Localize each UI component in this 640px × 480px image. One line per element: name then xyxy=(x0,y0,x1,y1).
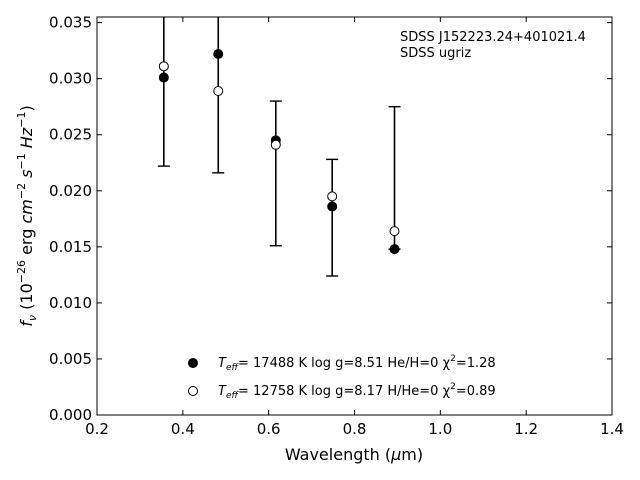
y-tick-label: 0.030 xyxy=(49,70,92,88)
point-filled xyxy=(158,72,169,83)
point-open xyxy=(158,61,169,72)
x-tick-label: 0.8 xyxy=(343,420,367,438)
point-open xyxy=(213,85,224,96)
point-open xyxy=(270,139,281,150)
x-axis-label: Wavelength (μm) xyxy=(285,445,423,464)
x-axis-ticks: 0.2 0.4 0.6 0.8 1.0 1.2 1.4 xyxy=(85,17,624,438)
y-tick-label: 0.015 xyxy=(49,238,92,256)
object-name-annotation: SDSS J152223.24+401021.4 xyxy=(400,30,586,45)
x-tick-label: 1.4 xyxy=(600,420,624,438)
y-axis-label: fν (10−26 erg cm−2 s−1 Hz−1) xyxy=(15,105,39,326)
y-axis-ticks: 0.000 0.005 0.010 0.015 0.020 0.025 0.030 0.035 xyxy=(49,14,612,424)
y-tick-label: 0.010 xyxy=(49,294,92,312)
legend: Teff= 17488 K log g=8.51 He/H=0 χ2=1.28 … xyxy=(188,354,496,401)
x-tick-label: 1.2 xyxy=(514,420,538,438)
x-tick-label: 0.4 xyxy=(171,420,195,438)
point-filled xyxy=(213,48,224,59)
y-tick-label: 0.000 xyxy=(49,406,92,424)
y-tick-label: 0.035 xyxy=(49,14,92,32)
point-open xyxy=(389,226,400,237)
x-tick-label: 1.0 xyxy=(428,420,452,438)
x-tick-label: 0.6 xyxy=(257,420,281,438)
y-tick-label: 0.020 xyxy=(49,182,92,200)
filter-set-annotation: SDSS ugriz xyxy=(400,46,471,61)
y-tick-label: 0.025 xyxy=(49,126,92,144)
legend-marker-open xyxy=(188,386,198,396)
legend-entry-2: Teff= 12758 K log g=8.17 H/He=0 χ2=0.89 xyxy=(218,382,496,401)
legend-marker-filled xyxy=(188,358,198,368)
legend-entry-1: Teff= 17488 K log g=8.51 He/H=0 χ2=1.28 xyxy=(218,354,496,373)
point-open xyxy=(327,191,338,202)
point-filled xyxy=(327,201,338,212)
x-tick-label: 0.2 xyxy=(85,420,109,438)
data-points xyxy=(158,48,400,255)
point-filled xyxy=(389,244,400,255)
y-tick-label: 0.005 xyxy=(49,350,92,368)
